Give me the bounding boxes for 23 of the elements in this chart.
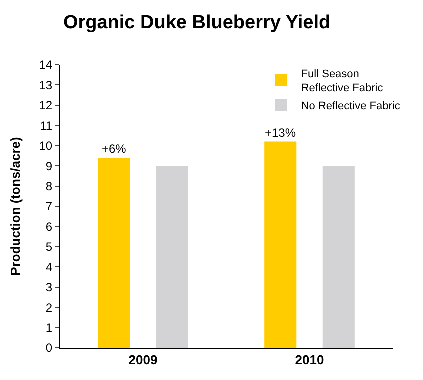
x-tick-label: 2010	[295, 352, 324, 368]
annotation: +6%	[102, 142, 127, 156]
y-tick-label: 6	[46, 220, 53, 234]
y-tick-label: 2	[46, 300, 53, 315]
y-tick-label: 11	[40, 118, 53, 133]
y-tick-label: 0	[46, 341, 53, 356]
legend-label: Full Season Reflective Fabric	[301, 68, 384, 95]
y-tick-label: 8	[46, 179, 53, 194]
y-tick-label: 7	[46, 200, 53, 214]
chart-title: Organic Duke Blueberry Yield	[63, 12, 331, 34]
y-axis-title: Production (tons/acre)	[8, 137, 24, 276]
annotation: +13%	[265, 126, 296, 140]
y-tick-label: 14	[39, 58, 53, 72]
y-tick-label: 9	[46, 159, 53, 174]
legend-label: No Reflective Fabric	[301, 100, 401, 113]
y-tick-label: 12	[39, 98, 53, 113]
y-tick-label: 4	[46, 260, 53, 274]
y-tick-label: 13	[39, 78, 53, 92]
y-tick-label: 3	[46, 280, 53, 295]
x-tick-label: 2009	[128, 352, 158, 368]
y-tick-label: 1	[46, 320, 53, 335]
y-tick-label: 5	[46, 240, 53, 254]
y-tick-label: 10	[39, 139, 53, 154]
